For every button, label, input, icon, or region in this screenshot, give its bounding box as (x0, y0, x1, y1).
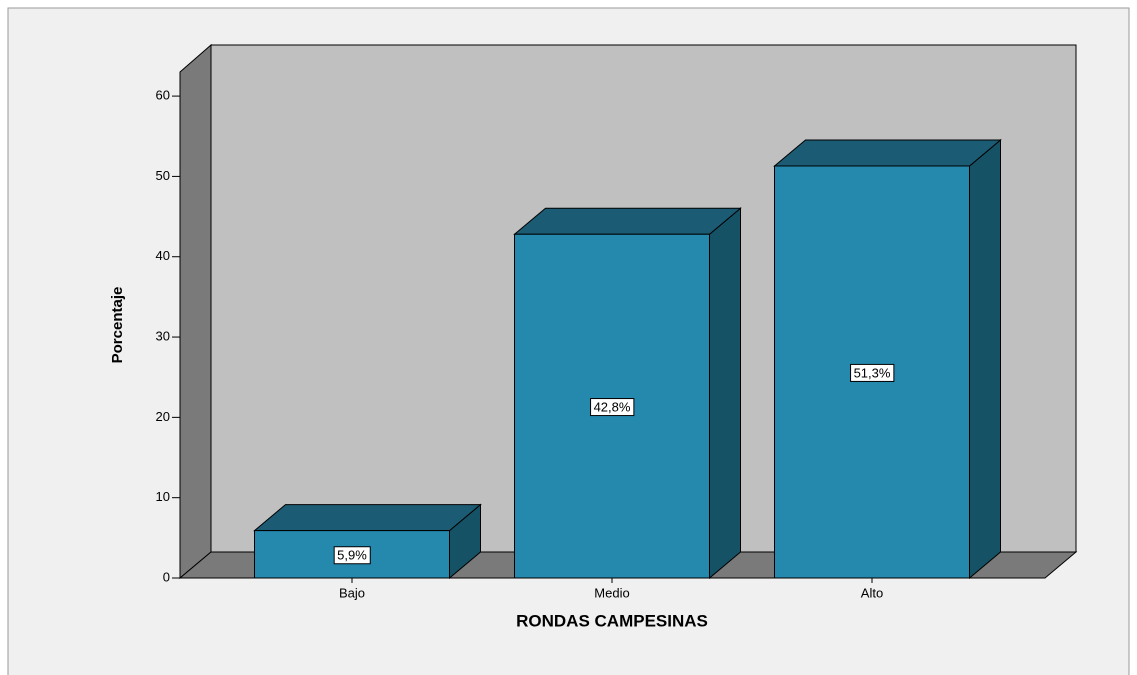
value-label: 5,9% (337, 548, 367, 563)
y-tick-label: 30 (156, 328, 170, 343)
y-tick-label: 50 (156, 168, 170, 183)
bar-top (253, 504, 482, 532)
bar-side (709, 207, 741, 580)
value-label: 42,8% (594, 400, 631, 415)
x-tick-label: Alto (861, 585, 883, 600)
y-tick-label: 0 (163, 569, 170, 584)
y-tick-label: 60 (156, 88, 170, 103)
y-tick-label: 40 (156, 248, 170, 263)
x-axis-title: RONDAS CAMPESINAS (516, 611, 708, 630)
y-axis-title: Porcentaje (109, 287, 126, 364)
y-tick-label: 10 (156, 489, 170, 504)
side-wall (179, 43, 212, 580)
x-tick-label: Bajo (339, 585, 365, 600)
value-label-box (333, 546, 371, 565)
value-label-box (850, 363, 895, 382)
x-tick-label: Medio (594, 585, 629, 600)
y-tick-label: 20 (156, 409, 170, 424)
value-label-box (590, 398, 635, 417)
bar-side (969, 138, 1001, 580)
bar-top (513, 207, 742, 235)
bar-top (773, 139, 1002, 167)
value-label: 51,3% (854, 365, 891, 380)
